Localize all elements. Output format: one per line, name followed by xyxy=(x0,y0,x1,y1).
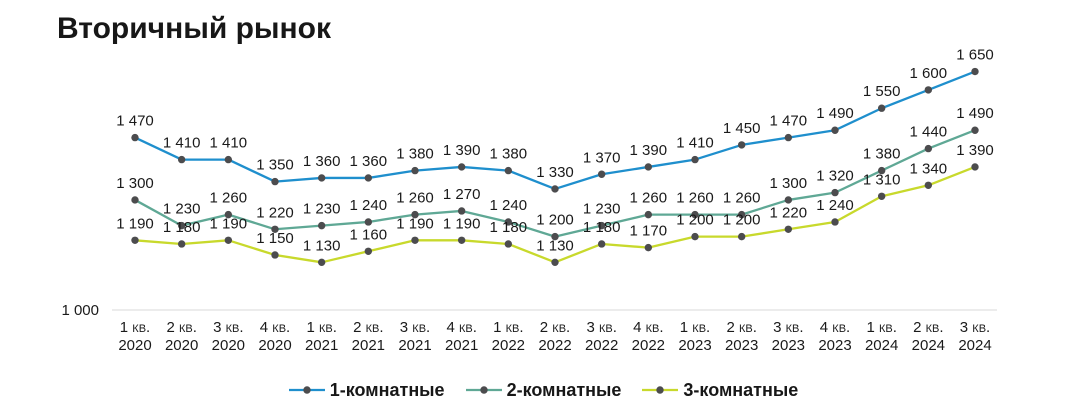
svg-text:2022: 2022 xyxy=(585,337,618,354)
svg-text:1 150: 1 150 xyxy=(256,230,294,247)
svg-text:1 кв.: 1 кв. xyxy=(493,319,523,336)
svg-text:1 490: 1 490 xyxy=(956,105,994,122)
svg-text:1 000: 1 000 xyxy=(61,302,99,319)
svg-text:1 190: 1 190 xyxy=(210,215,248,232)
svg-text:1 240: 1 240 xyxy=(350,197,388,214)
svg-text:2021: 2021 xyxy=(445,337,478,354)
svg-text:2024: 2024 xyxy=(865,337,898,354)
svg-text:2020: 2020 xyxy=(258,337,291,354)
svg-text:1 470: 1 470 xyxy=(116,113,154,130)
svg-text:2022: 2022 xyxy=(632,337,665,354)
svg-text:1 200: 1 200 xyxy=(676,212,714,229)
svg-text:2022: 2022 xyxy=(492,337,525,354)
svg-text:1 240: 1 240 xyxy=(490,197,528,214)
svg-text:1 300: 1 300 xyxy=(116,175,154,192)
svg-text:1 230: 1 230 xyxy=(583,201,621,218)
svg-text:2022: 2022 xyxy=(538,337,571,354)
svg-text:1 320: 1 320 xyxy=(816,168,854,185)
svg-text:2020: 2020 xyxy=(165,337,198,354)
svg-text:2 кв.: 2 кв. xyxy=(726,319,756,336)
svg-text:1 кв.: 1 кв. xyxy=(866,319,896,336)
svg-text:1 230: 1 230 xyxy=(303,201,341,218)
svg-text:1 360: 1 360 xyxy=(303,153,341,170)
svg-text:1 380: 1 380 xyxy=(863,146,901,163)
svg-text:1 180: 1 180 xyxy=(163,219,201,236)
svg-text:2024: 2024 xyxy=(958,337,991,354)
svg-text:2021: 2021 xyxy=(398,337,431,354)
svg-text:2 кв.: 2 кв. xyxy=(913,319,943,336)
svg-text:1 кв.: 1 кв. xyxy=(680,319,710,336)
svg-text:1 260: 1 260 xyxy=(676,190,714,207)
svg-text:1 160: 1 160 xyxy=(350,226,388,243)
svg-text:1 550: 1 550 xyxy=(863,83,901,100)
svg-text:3 кв.: 3 кв. xyxy=(960,319,990,336)
svg-text:2023: 2023 xyxy=(772,337,805,354)
svg-text:1 390: 1 390 xyxy=(956,142,994,159)
svg-text:1 650: 1 650 xyxy=(956,47,994,64)
svg-text:1 200: 1 200 xyxy=(536,212,574,229)
svg-text:4 кв.: 4 кв. xyxy=(260,319,290,336)
svg-text:1 470: 1 470 xyxy=(770,113,808,130)
svg-text:1 220: 1 220 xyxy=(770,204,808,221)
svg-text:1 390: 1 390 xyxy=(630,142,668,159)
svg-text:1 410: 1 410 xyxy=(676,135,714,152)
svg-text:2023: 2023 xyxy=(725,337,758,354)
svg-text:1 380: 1 380 xyxy=(490,146,528,163)
svg-text:1 450: 1 450 xyxy=(723,120,761,137)
svg-text:1 390: 1 390 xyxy=(443,142,481,159)
svg-text:1 310: 1 310 xyxy=(863,171,901,188)
svg-text:2 кв.: 2 кв. xyxy=(166,319,196,336)
svg-text:1 340: 1 340 xyxy=(910,160,948,177)
svg-text:1 130: 1 130 xyxy=(303,237,341,254)
svg-text:4 кв.: 4 кв. xyxy=(820,319,850,336)
svg-text:1 230: 1 230 xyxy=(163,201,201,218)
svg-text:1 130: 1 130 xyxy=(536,237,574,254)
svg-text:1 330: 1 330 xyxy=(536,164,574,181)
svg-text:1 440: 1 440 xyxy=(910,124,948,141)
svg-text:1 260: 1 260 xyxy=(630,190,668,207)
svg-text:2023: 2023 xyxy=(818,337,851,354)
svg-text:1 190: 1 190 xyxy=(116,215,154,232)
svg-text:1 300: 1 300 xyxy=(770,175,808,192)
svg-text:2021: 2021 xyxy=(352,337,385,354)
svg-text:1 260: 1 260 xyxy=(396,190,434,207)
svg-text:1 360: 1 360 xyxy=(350,153,388,170)
svg-text:3 кв.: 3 кв. xyxy=(586,319,616,336)
svg-text:1 260: 1 260 xyxy=(723,190,761,207)
svg-text:1 410: 1 410 xyxy=(210,135,248,152)
svg-text:1 490: 1 490 xyxy=(816,105,854,122)
svg-text:2020: 2020 xyxy=(118,337,151,354)
svg-text:1 кв.: 1 кв. xyxy=(306,319,336,336)
svg-text:1 380: 1 380 xyxy=(396,146,434,163)
svg-text:4 кв.: 4 кв. xyxy=(446,319,476,336)
svg-text:1 260: 1 260 xyxy=(210,190,248,207)
svg-text:1 350: 1 350 xyxy=(256,157,294,174)
svg-text:1 410: 1 410 xyxy=(163,135,201,152)
svg-text:2021: 2021 xyxy=(305,337,338,354)
svg-text:3 кв.: 3 кв. xyxy=(773,319,803,336)
svg-text:1 240: 1 240 xyxy=(816,197,854,214)
svg-text:1 190: 1 190 xyxy=(396,215,434,232)
svg-text:1 180: 1 180 xyxy=(583,219,621,236)
svg-text:2024: 2024 xyxy=(912,337,945,354)
svg-text:1 190: 1 190 xyxy=(443,215,481,232)
svg-text:1 220: 1 220 xyxy=(256,204,294,221)
svg-text:3 кв.: 3 кв. xyxy=(400,319,430,336)
svg-text:2 кв.: 2 кв. xyxy=(353,319,383,336)
svg-text:1 600: 1 600 xyxy=(910,65,948,82)
svg-text:1 кв.: 1 кв. xyxy=(120,319,150,336)
svg-text:1 370: 1 370 xyxy=(583,149,621,166)
svg-text:1 170: 1 170 xyxy=(630,223,668,240)
svg-text:2020: 2020 xyxy=(212,337,245,354)
svg-text:4 кв.: 4 кв. xyxy=(633,319,663,336)
svg-text:1 270: 1 270 xyxy=(443,186,481,203)
svg-text:1 200: 1 200 xyxy=(723,212,761,229)
svg-text:2023: 2023 xyxy=(678,337,711,354)
svg-text:1 180: 1 180 xyxy=(490,219,528,236)
svg-text:3 кв.: 3 кв. xyxy=(213,319,243,336)
svg-text:2 кв.: 2 кв. xyxy=(540,319,570,336)
